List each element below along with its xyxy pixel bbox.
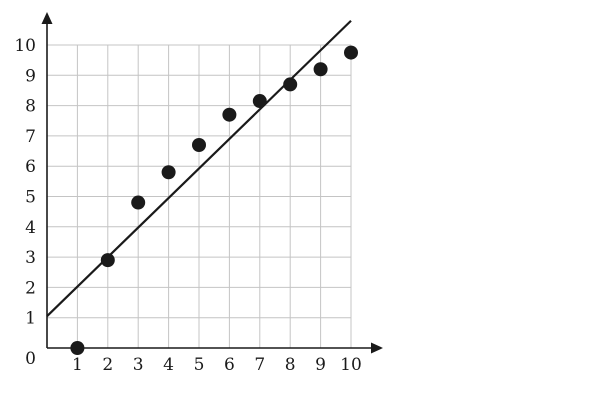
x-tick-label: 6 [224,355,235,375]
data-point [252,94,267,109]
x-tick-label: 10 [340,355,362,375]
y-tick-label: 1 [25,309,36,329]
origin-label: 0 [25,349,36,369]
axes [41,12,383,354]
y-tick-label: 6 [25,157,36,177]
trend-line [46,19,352,317]
y-tick-label: 4 [25,218,36,238]
x-tick-label: 8 [285,355,296,375]
y-tick-label: 9 [25,66,36,86]
y-tick-label: 8 [25,97,36,117]
data-point [283,77,298,92]
data-point [313,62,328,77]
x-axis-arrow [371,342,383,354]
data-point [192,137,206,152]
x-tick-label: 2 [102,355,113,375]
data-point [100,253,115,268]
data-point [70,341,85,355]
trend-line-group [46,19,352,317]
y-axis-arrow [41,12,53,24]
data-points [70,45,358,355]
y-tick-label: 2 [25,278,36,298]
data-point [161,165,176,180]
x-tick-label: 5 [194,355,205,375]
x-tick-label: 7 [254,355,265,375]
x-tick-label: 9 [315,355,326,375]
y-tick-label: 7 [25,127,36,147]
y-tick-label: 10 [14,36,36,56]
x-tick-label: 3 [133,355,144,375]
x-tick-label: 4 [163,355,174,375]
data-point [222,107,237,122]
y-tick-label: 3 [25,248,36,268]
y-tick-label: 5 [25,188,36,208]
data-point [131,195,146,210]
x-tick-label: 1 [72,355,83,375]
grid [47,44,352,348]
data-point [344,45,358,60]
